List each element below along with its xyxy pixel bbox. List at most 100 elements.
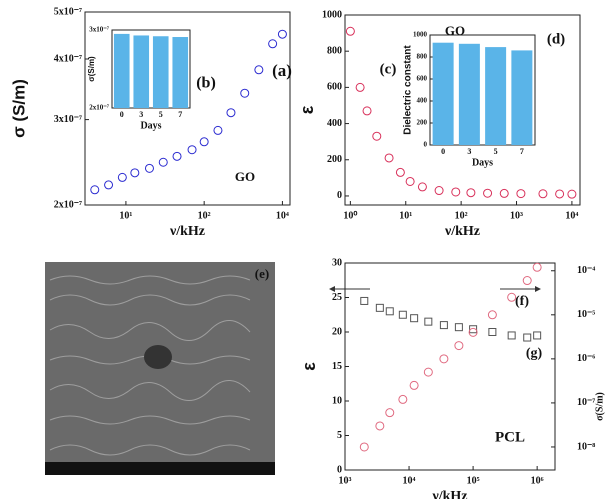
y-tick-label: 200 xyxy=(417,119,428,127)
marker-circle xyxy=(500,189,508,197)
marker-square xyxy=(508,332,515,339)
marker-circle xyxy=(255,66,263,74)
y-tick-label: 800 xyxy=(327,45,342,56)
y-tick-label: 3x10⁻⁷ xyxy=(54,114,82,125)
y-tick-label: 400 xyxy=(327,118,342,129)
marker-square xyxy=(376,304,383,311)
y-axis-label: Dielectric constant xyxy=(403,45,414,135)
marker-circle xyxy=(269,40,277,48)
marker-circle xyxy=(188,146,196,154)
marker-circle xyxy=(200,138,208,146)
annotation: (g) xyxy=(526,346,543,361)
marker-circle xyxy=(376,422,384,430)
marker-square xyxy=(534,332,541,339)
y-tick-label: 10 xyxy=(332,395,342,406)
marker-circle xyxy=(145,164,153,172)
y-axis-label: ε xyxy=(297,105,317,114)
y2-tick-label: 10⁻⁴ xyxy=(577,265,595,276)
y-tick-label: 5x10⁻⁷ xyxy=(54,6,82,17)
y-tick-label: 2x10⁻⁷ xyxy=(54,199,82,210)
marker-circle xyxy=(523,277,531,285)
x-tick-label: 3 xyxy=(139,110,143,119)
x-tick-label: 10⁴ xyxy=(276,210,289,221)
annotation: GO xyxy=(445,23,465,38)
figure: 2x10⁻⁷3x10⁻⁷4x10⁻⁷5x10⁻⁷σ (S/m)ν/kHz(a)G… xyxy=(0,0,609,499)
marker-circle xyxy=(455,342,463,350)
x-axis-label: Days xyxy=(472,157,493,168)
bar xyxy=(433,43,454,145)
marker-square xyxy=(386,308,393,315)
y-tick-label: 4x10⁻⁷ xyxy=(54,53,82,64)
y2-tick-label: 10⁻⁷ xyxy=(577,397,595,408)
sem-scale-bar xyxy=(45,462,275,475)
marker-circle xyxy=(517,190,525,198)
marker-circle xyxy=(385,154,393,162)
x-tick-label: 10⁴ xyxy=(565,210,578,221)
y-tick-label: 600 xyxy=(417,75,428,83)
sem-dark-spot xyxy=(144,345,172,369)
x-tick-label: 10² xyxy=(455,210,468,221)
marker-circle xyxy=(440,355,448,363)
y-tick-label: 400 xyxy=(417,97,428,105)
marker-circle xyxy=(278,30,286,38)
marker-circle xyxy=(556,190,564,198)
x-tick-label: 10¹ xyxy=(399,210,412,221)
marker-circle xyxy=(373,132,381,140)
marker-circle xyxy=(484,189,492,197)
x-tick-label: 7 xyxy=(178,110,182,119)
annotation: GO xyxy=(235,169,255,184)
marker-circle xyxy=(424,368,432,376)
marker-circle xyxy=(467,189,475,197)
x-tick-label: 3 xyxy=(467,147,471,156)
annotation: (f) xyxy=(515,294,529,309)
marker-square xyxy=(489,329,496,336)
annotation: (e) xyxy=(255,266,269,281)
x-tick-label: 10⁶ xyxy=(531,475,544,486)
y-tick-label: 1000 xyxy=(322,9,342,20)
marker-circle xyxy=(91,186,99,194)
marker-circle xyxy=(418,183,426,191)
y-tick-label: 25 xyxy=(332,292,342,303)
y-tick-label: 15 xyxy=(332,361,342,372)
bar xyxy=(172,37,188,108)
marker-circle xyxy=(386,409,394,417)
marker-square xyxy=(455,324,462,331)
bar xyxy=(459,44,480,145)
y2-tick-label: 10⁻⁶ xyxy=(577,353,595,364)
x-axis-label: Days xyxy=(140,120,161,131)
marker-circle xyxy=(539,190,547,198)
marker-square xyxy=(411,315,418,322)
marker-circle xyxy=(568,190,576,198)
marker-circle xyxy=(399,395,407,403)
marker-circle xyxy=(452,188,460,196)
y2-axis-label: σ(S/m) xyxy=(594,392,605,421)
marker-circle xyxy=(435,187,443,195)
y-tick-label: 5 xyxy=(337,430,342,441)
marker-circle xyxy=(227,109,235,117)
marker-circle xyxy=(488,311,496,319)
x-tick-label: 5 xyxy=(494,147,498,156)
marker-circle xyxy=(105,181,113,189)
y-tick-label: 1000 xyxy=(413,31,428,39)
bar xyxy=(114,34,130,108)
marker-circle xyxy=(173,152,181,160)
marker-circle xyxy=(406,177,414,185)
bar xyxy=(485,47,506,145)
marker-square xyxy=(361,297,368,304)
x-tick-label: 10³ xyxy=(339,475,352,486)
x-axis-label: ν/kHz xyxy=(444,224,480,239)
y-axis-label: σ(S/m) xyxy=(87,56,96,82)
bar xyxy=(133,35,149,108)
marker-circle xyxy=(363,107,371,115)
annotation: (d) xyxy=(547,31,565,47)
marker-circle xyxy=(533,263,541,271)
annotation: (b) xyxy=(196,75,216,92)
y-tick-label: 3x10⁻⁷ xyxy=(89,26,109,34)
marker-square xyxy=(524,334,531,341)
y-tick-label: 0 xyxy=(424,141,428,149)
marker-circle xyxy=(118,173,126,181)
y-tick-label: 0 xyxy=(337,464,342,475)
marker-circle xyxy=(241,89,249,97)
marker-circle xyxy=(346,27,354,35)
y-tick-label: 2x10⁻⁷ xyxy=(89,104,109,112)
